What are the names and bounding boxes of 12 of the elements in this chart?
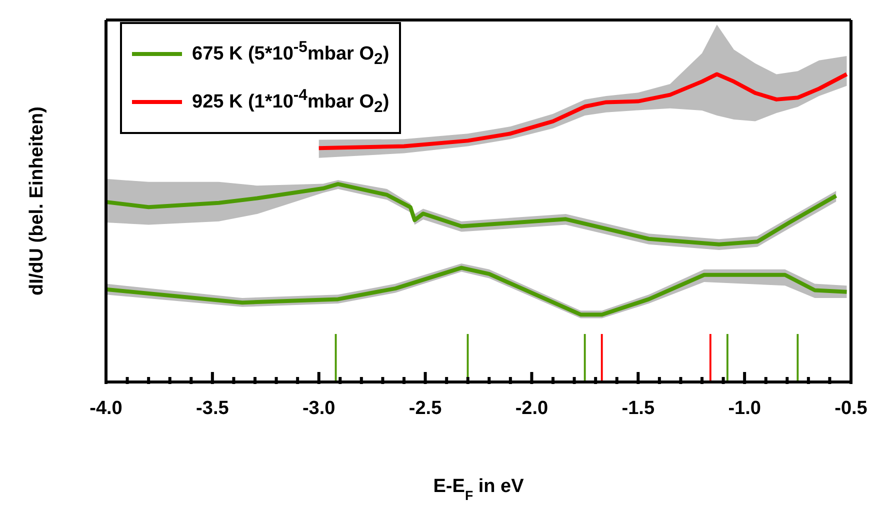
x-tick-label: -3.5 bbox=[196, 398, 230, 419]
x-axis-title: E-E$_{F}$ in eV bbox=[433, 476, 524, 502]
y-axis-title: dI/dU (bel. Einheiten) bbox=[26, 106, 48, 296]
x-tick-label: -1.0 bbox=[728, 398, 761, 419]
legend-label: 675 K (5*10$^{-5}$mbar O$_{2}$) bbox=[192, 38, 390, 70]
x-tick-label: -2.0 bbox=[515, 398, 548, 419]
x-tick-label: -2.5 bbox=[408, 398, 442, 419]
legend-label: 925 K (1*10$^{-4}$mbar O$_{2}$) bbox=[192, 86, 390, 118]
x-tick-label: -1.5 bbox=[622, 398, 655, 419]
x-tick-label: -4.0 bbox=[90, 398, 122, 419]
x-tick-label: -3.0 bbox=[302, 398, 336, 419]
x-tick-label: -0.5 bbox=[834, 398, 868, 419]
